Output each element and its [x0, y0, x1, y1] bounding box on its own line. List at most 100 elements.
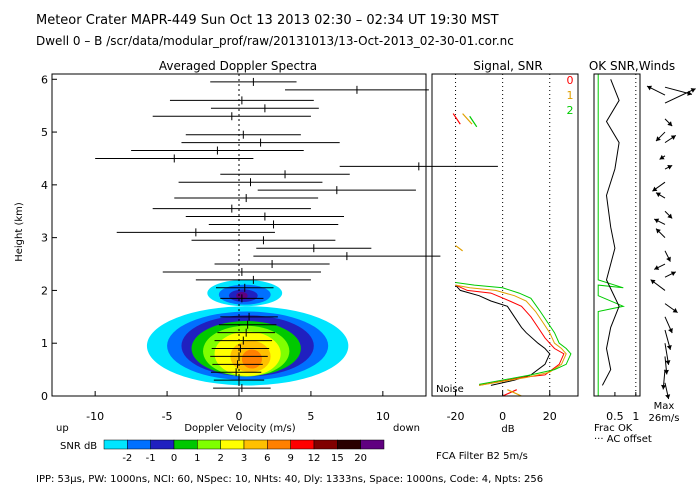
- colorbar-tick-label: 12: [308, 453, 321, 464]
- wind-vector-head-3: [667, 121, 673, 127]
- signal-xlabel: dB: [501, 424, 514, 435]
- wind-vector-head-1: [647, 85, 652, 91]
- snr-legend-entry-0: 0: [567, 74, 574, 87]
- snr-legend-entry-2: 2: [567, 104, 574, 117]
- signal-streak-3: [455, 245, 463, 252]
- wind-vector-head-11: [654, 218, 660, 224]
- colorbar-tick-label: 1: [194, 453, 200, 464]
- wind-vector-head-19: [666, 345, 672, 350]
- spectra-xtick-label: 5: [307, 410, 314, 423]
- snr-legend-entry-1: 1: [567, 89, 574, 102]
- colorbar-tick-label: 9: [287, 453, 293, 464]
- wind-vector-head-7: [667, 165, 673, 170]
- spectra-ylabel: Height (km): [14, 202, 25, 262]
- wind-vector-head-5: [670, 135, 676, 140]
- snr-contour-7: [241, 349, 263, 369]
- colorbar-swatch-4: [197, 439, 221, 450]
- wind-vector-0: [664, 86, 693, 95]
- frac-ok-frame: [593, 73, 641, 397]
- signal-frame: [431, 73, 579, 397]
- colorbar-swatch-7: [267, 439, 291, 450]
- signal-xtick-label: 20: [543, 410, 557, 423]
- frac-ok-series-frac_ok_snr: [597, 74, 625, 396]
- wind-vector-head-20: [665, 360, 671, 365]
- colorbar-swatch-1: [127, 439, 151, 450]
- signal-streak-1: [462, 113, 473, 125]
- signal-axes: -20 0 20: [447, 391, 557, 423]
- colorbar-label: SNR dB: [60, 441, 97, 452]
- signal-xtick-label: -20: [447, 410, 465, 423]
- colorbar-swatch-9: [313, 439, 338, 450]
- wind-vector-head-13: [666, 256, 671, 262]
- signal-series-0: [455, 284, 565, 386]
- signal-series-2: [455, 282, 572, 385]
- wind-vector-head-14: [654, 265, 660, 270]
- colorbar-tick-label: -2: [122, 453, 132, 464]
- frac-ok-series: [597, 74, 637, 396]
- spectra-ytick-label: 3: [41, 232, 48, 245]
- colorbar-tick-label: 20: [354, 453, 367, 464]
- wind-vector-head-17: [672, 308, 678, 313]
- spectra-ytick-label: 4: [41, 179, 48, 192]
- spectra-ytick-label: 6: [41, 73, 48, 86]
- ok-winds-panel: OK SNR,Winds 0.5 1 Frac OK ··· AC offset …: [589, 59, 696, 445]
- signal-streak-5: [507, 389, 522, 397]
- ac-offset-label: ··· AC offset: [594, 434, 652, 445]
- colorbar-swatch-6: [243, 439, 268, 450]
- spectra-xtick-label: 0: [236, 410, 243, 423]
- spectra-xtick-label: -5: [162, 410, 173, 423]
- signal-xtick-label: 0: [499, 410, 506, 423]
- wind-vector-head-12: [656, 228, 661, 234]
- wind-scale-line-0: Max: [654, 401, 675, 412]
- spectra-ytick-label: 2: [41, 284, 48, 297]
- wind-vector-head-15: [670, 271, 676, 277]
- wind-vector-head-16: [650, 279, 656, 285]
- snr-colorbar: SNR dB -2 -1 0 1 2 3 6 9 12 15 20: [60, 439, 385, 464]
- colorbar-tick-label: 0: [171, 453, 177, 464]
- signal-snr-panel: Signal, SNR -20 0 20 Noise dB 0 1 2: [431, 59, 579, 435]
- frac-ok-label: Frac OK: [594, 423, 633, 434]
- colorbar-swatch-11: [360, 439, 385, 450]
- spectra-axes: -10 -5 0 5 10 0 1 2 3 4 5 6: [41, 73, 390, 423]
- colorbar-tick-label: 3: [241, 453, 247, 464]
- wind-vector-head-23: [665, 394, 671, 400]
- spectra-panel: Averaged Doppler Spectra -10 -5 0 5 10 0 1 2 3 4 5…: [14, 59, 498, 434]
- wind-vector-head-8: [652, 186, 658, 192]
- frac-ok-series-frac_ok_winds: [601, 79, 620, 386]
- spectra-title: Averaged Doppler Spectra: [159, 59, 317, 73]
- wind-vector-head-18: [668, 328, 673, 334]
- colorbar-tick-label: 6: [264, 453, 270, 464]
- figure-title: Meteor Crater MAPR-449 Sun Oct 13 2013 0…: [36, 13, 499, 28]
- wind-vector-head-22: [661, 384, 667, 390]
- parameters-footer: IPP: 53µs, PW: 1000ns, NCI: 60, NSpec: 1…: [36, 474, 543, 485]
- noise-label: Noise: [436, 384, 464, 395]
- colorbar-swatch-5: [220, 439, 245, 450]
- frac-ok-xtick-label: 0.5: [606, 410, 624, 423]
- spectra-xlabel: Doppler Velocity (m/s): [184, 423, 295, 434]
- up-label: up: [56, 423, 69, 434]
- moment-bars: [95, 77, 498, 393]
- spectra-xtick-label: -10: [86, 410, 104, 423]
- snr-legend: 0 1 2: [567, 74, 574, 117]
- colorbar-tick-label: 15: [331, 453, 344, 464]
- figure-subtitle: Dwell 0 – B /scr/data/modular_prof/raw/2…: [36, 34, 514, 48]
- signal-title: Signal, SNR: [473, 59, 542, 73]
- spectra-ytick-label: 5: [41, 126, 48, 139]
- colorbar-swatch-10: [337, 439, 361, 450]
- spectra-ytick-label: 0: [41, 390, 48, 403]
- frac-ok-xtick-label: 1: [632, 410, 639, 423]
- colorbar-swatch-2: [150, 439, 175, 450]
- wind-vector-head-4: [656, 136, 661, 142]
- colorbar-swatch-3: [173, 439, 198, 450]
- frac-ok-axes: 0.5 1: [606, 392, 639, 423]
- colorbar-tick-label: 2: [217, 453, 223, 464]
- signal-streak-4: [502, 389, 518, 397]
- down-label: down: [393, 423, 420, 434]
- wind-vectors: [646, 85, 696, 400]
- winds-title: OK SNR,Winds: [589, 59, 675, 73]
- wind-vector-head-10: [667, 213, 673, 219]
- spectra-ytick-label: 1: [41, 337, 48, 350]
- signal-gridlines: [455, 74, 551, 396]
